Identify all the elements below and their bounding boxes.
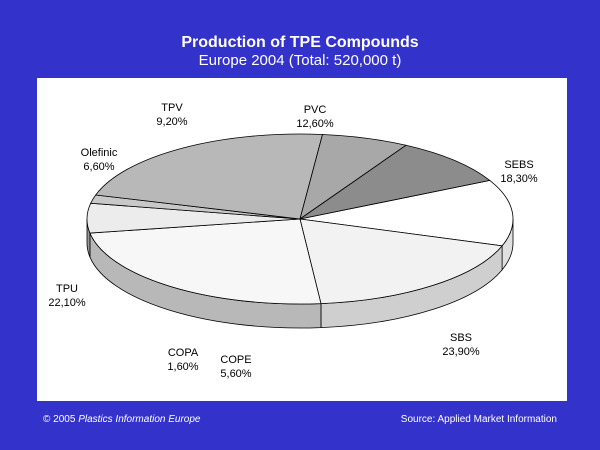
chart-title: Production of TPE Compounds — [181, 34, 419, 51]
slice-label-olefinic: Olefinic — [81, 147, 118, 159]
footer-copyright: © 2005 Plastics Information Europe — [43, 414, 200, 425]
slice-label-cope: COPE — [220, 354, 251, 366]
slice-value-cope: 5,60% — [220, 368, 251, 380]
slice-value-tpv: 9,20% — [156, 116, 187, 128]
copyright-text: © 2005 — [43, 414, 76, 425]
chart-subtitle: Europe 2004 (Total: 520,000 t) — [198, 52, 402, 69]
slice-label-tpv: TPV — [161, 102, 183, 114]
pie-slice-sebs — [299, 218, 503, 304]
publisher-text: Plastics Information Europe — [78, 414, 201, 425]
pie-chart: PVC 12,60% SEBS 18,30% SBS 23,90% COPE 5,60% COP… — [48, 102, 538, 380]
slice-value-sbs: 23,90% — [442, 346, 480, 358]
slice-value-copa: 1,60% — [167, 361, 198, 373]
slice-value-olefinic: 6,60% — [83, 161, 114, 173]
pie-slice-tpv — [299, 144, 491, 220]
slice-value-tpu: 22,10% — [48, 297, 86, 309]
slice-value-pvc: 12,60% — [296, 118, 334, 130]
slice-label-sbs: SBS — [450, 332, 472, 344]
pie-slice-tpu — [94, 133, 324, 220]
footer-source: Source: Applied Market Information — [400, 414, 557, 425]
slice-label-copa: COPA — [168, 347, 199, 359]
slice-label-tpu: TPU — [56, 283, 78, 295]
slice-value-sebs: 18,30% — [500, 173, 538, 185]
plot-area: PVC 12,60% SEBS 18,30% SBS 23,90% COPE 5,60% COP… — [37, 78, 567, 401]
pie-slice-sbs — [89, 218, 322, 305]
pie-slice-pvc — [299, 179, 514, 247]
slice-label-pvc: PVC — [304, 104, 327, 116]
slice-label-sebs: SEBS — [504, 159, 533, 171]
